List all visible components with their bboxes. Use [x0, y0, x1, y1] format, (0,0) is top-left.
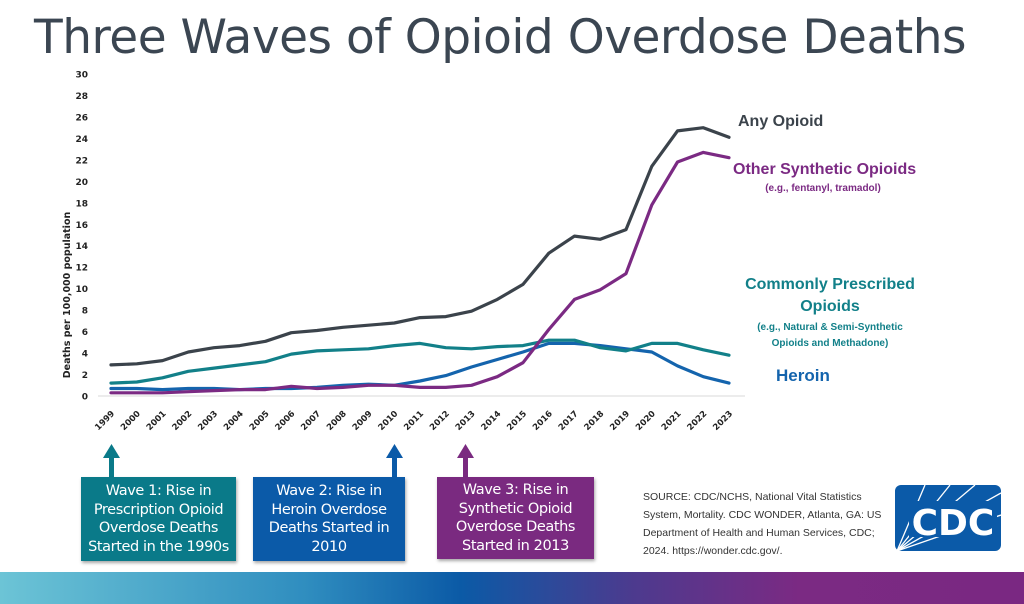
wave-3-box: Wave 3: Rise in Synthetic Opioid Overdos…	[437, 477, 594, 559]
x-tick-label: 2021	[660, 409, 684, 433]
legend-heroin: Heroin	[776, 366, 830, 385]
x-tick-label: 2012	[428, 409, 452, 433]
x-tick-label: 2010	[377, 409, 401, 433]
wave-arrows	[103, 444, 474, 478]
wave1-arrow-icon	[103, 444, 120, 478]
y-tick-label: 6	[82, 328, 88, 338]
series-line-other-synthetic-opioids	[109, 150, 731, 395]
wave-1-box: Wave 1: Rise in Prescription Opioid Over…	[81, 477, 236, 561]
wave-3-text: Wave 3: Rise in Synthetic Opioid Overdos…	[455, 482, 576, 554]
y-tick-label: 28	[75, 92, 88, 102]
x-tick-label: 2006	[274, 409, 298, 433]
x-tick-label: 2019	[608, 409, 632, 433]
x-tick-label: 2018	[583, 409, 607, 433]
y-tick-label: 24	[75, 135, 88, 145]
y-tick-label: 8	[82, 307, 88, 317]
x-tick-label: 2013	[454, 409, 478, 433]
x-tick-label: 2020	[634, 409, 658, 433]
x-tick-label: 2017	[557, 409, 581, 433]
x-tick-label: 1999	[93, 409, 117, 433]
wave-2-box: Wave 2: Rise in Heroin Overdose Deaths S…	[253, 477, 405, 561]
y-tick-label: 2	[82, 371, 88, 381]
y-tick-label: 14	[75, 242, 88, 252]
x-tick-label: 2016	[531, 409, 555, 433]
x-tick-label: 2002	[171, 409, 195, 433]
wave-2-text: Wave 2: Rise in Heroin Overdose Deaths S…	[268, 483, 390, 555]
source-note: SOURCE: CDC/NCHS, National Vital Statist…	[643, 491, 882, 557]
y-tick-label: 20	[75, 178, 88, 188]
y-tick-label: 26	[75, 113, 88, 123]
legend-prescribed-line2: Opioids	[800, 298, 860, 315]
legend-prescribed-line1: Commonly Prescribed	[745, 276, 915, 293]
wave2-arrow-icon	[386, 444, 403, 478]
x-tick-label: 2004	[222, 409, 246, 433]
x-tick-label: 2000	[119, 409, 143, 433]
x-tick-label: 2014	[480, 409, 504, 433]
y-tick-label: 22	[75, 156, 88, 166]
y-tick-label: 4	[82, 350, 88, 360]
x-tick-label: 2009	[351, 409, 375, 433]
x-tick-label: 2023	[711, 409, 735, 433]
series-line-any-opioid	[109, 126, 731, 367]
x-tick-label: 2007	[299, 409, 323, 433]
x-tick-label: 2022	[686, 409, 710, 433]
legend-prescribed-note2: Opioids and Methadone)	[771, 338, 889, 349]
x-tick-label: 2001	[145, 409, 169, 433]
legend-synthetic-note: (e.g., fentanyl, tramadol)	[765, 183, 881, 194]
wave3-arrow-icon	[457, 444, 474, 478]
y-tick-label: 12	[75, 264, 88, 274]
footer-gradient-band	[0, 572, 1024, 604]
y-tick-label: 10	[75, 285, 88, 295]
x-tick-label: 2011	[402, 409, 426, 433]
y-tick-label: 18	[75, 199, 88, 209]
legend-prescribed-note1: (e.g., Natural & Semi-Synthetic	[757, 322, 903, 333]
y-axis-label: Deaths per 100,000 population	[62, 212, 73, 379]
x-tick-label: 2003	[196, 409, 220, 433]
y-tick-label: 0	[82, 393, 88, 403]
y-tick-label: 16	[75, 221, 88, 231]
page-title: Three Waves of Opioid Overdose Deaths	[34, 10, 966, 65]
legend-any-opioid: Any Opioid	[738, 113, 824, 130]
x-tick-label: 2005	[248, 409, 272, 433]
cdc-logo-text: CDC	[912, 503, 995, 544]
x-tick-label: 2008	[325, 409, 349, 433]
cdc-logo: CDC	[895, 485, 1001, 551]
series-line-heroin	[109, 341, 731, 392]
series-line-commonly-prescribed-opioids	[109, 338, 731, 385]
y-tick-label: 30	[75, 71, 88, 81]
wave-1-text: Wave 1: Rise in Prescription Opioid Over…	[88, 483, 229, 555]
legend-synthetic: Other Synthetic Opioids	[733, 161, 917, 178]
x-tick-label: 2015	[505, 409, 529, 433]
